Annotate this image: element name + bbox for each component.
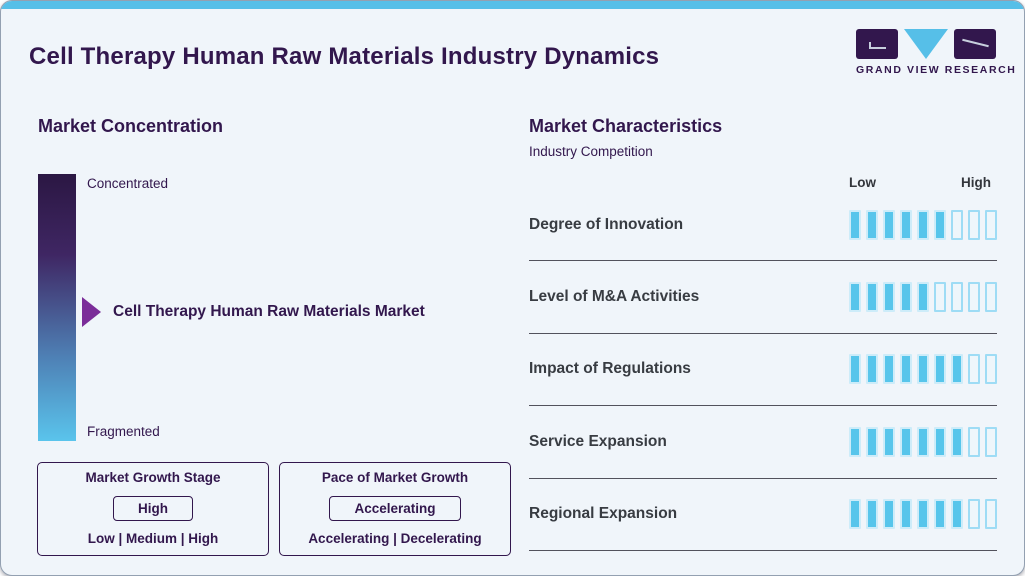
logo-wordmark: GRAND VIEW RESEARCH: [856, 64, 1017, 76]
concentration-marker-layer: Cell Therapy Human Raw Materials Market: [82, 174, 502, 441]
rating-segment-filled: [934, 499, 946, 530]
rating-segment-filled: [849, 209, 861, 240]
rating-segment-empty: [951, 209, 963, 240]
rating-segment-filled: [951, 354, 963, 385]
rating-segment-filled: [866, 354, 878, 385]
rating-segment-empty: [985, 499, 997, 530]
rating-segment-filled: [917, 209, 929, 240]
market-marker-label: Cell Therapy Human Raw Materials Market: [113, 302, 425, 320]
characteristic-row: Level of M&A Activities: [529, 261, 997, 334]
characteristic-label: Regional Expansion: [529, 505, 678, 523]
gvr-logo: GRAND VIEW RESEARCH: [856, 29, 1017, 76]
growth-stage-title: Market Growth Stage: [85, 470, 221, 485]
pace-options: Accelerating | Decelerating: [308, 531, 482, 546]
rating-segment-filled: [866, 209, 878, 240]
gvr-logo-mark: [856, 29, 998, 59]
characteristic-row: Degree of Innovation: [529, 189, 997, 262]
rating-segment-filled: [866, 499, 878, 530]
rating-segment-filled: [934, 426, 946, 457]
rating-segment-filled: [900, 426, 912, 457]
marker-arrow-icon: [82, 296, 101, 327]
top-accent-bar: [1, 1, 1024, 9]
rating-segment-filled: [849, 282, 861, 313]
rating-segment-filled: [900, 209, 912, 240]
rating-segment-filled: [917, 282, 929, 313]
rating-segment-filled: [934, 209, 946, 240]
characteristic-row: Impact of Regulations: [529, 334, 997, 407]
rating-segment-filled: [866, 282, 878, 313]
rating-segment-filled: [883, 354, 895, 385]
rating-segment-empty: [968, 209, 980, 240]
characteristic-label: Degree of Innovation: [529, 215, 684, 233]
rating-segment-empty: [985, 354, 997, 385]
rating-segment-filled: [934, 354, 946, 385]
rating-segment-filled: [849, 499, 861, 530]
fragmented-label: Fragmented: [87, 424, 160, 439]
market-concentration-heading: Market Concentration: [38, 116, 224, 136]
rating-segment-filled: [883, 426, 895, 457]
rating-segment-filled: [917, 426, 929, 457]
industry-competition-subheading: Industry Competition: [529, 144, 653, 159]
rating-segment-filled: [866, 426, 878, 457]
rating-segment-filled: [849, 426, 861, 457]
logo-g-block-icon: [856, 29, 898, 59]
rating-bar: [849, 209, 997, 240]
market-characteristics-heading: Market Characteristics: [529, 116, 723, 136]
rating-segment-empty: [968, 282, 980, 313]
characteristic-label: Service Expansion: [529, 432, 667, 450]
rating-segment-empty: [968, 426, 980, 457]
market-growth-stage-box: Market Growth Stage High Low | Medium | …: [37, 462, 269, 556]
characteristic-row: Regional Expansion: [529, 479, 997, 551]
rating-segment-filled: [849, 354, 861, 385]
rating-segment-filled: [900, 282, 912, 313]
scale-low-label: Low: [849, 175, 876, 190]
characteristic-label: Level of M&A Activities: [529, 288, 700, 306]
rating-segment-filled: [951, 499, 963, 530]
rating-bar: [849, 282, 997, 313]
rating-segment-empty: [968, 354, 980, 385]
rating-segment-empty: [985, 282, 997, 313]
rating-segment-empty: [934, 282, 946, 313]
rating-segment-filled: [900, 354, 912, 385]
pace-title: Pace of Market Growth: [321, 470, 469, 485]
rating-bar: [849, 354, 997, 385]
growth-stage-options: Low | Medium | High: [87, 531, 219, 546]
growth-stage-selected-value: High: [113, 495, 193, 521]
pace-selected-value: Accelerating: [329, 495, 461, 521]
market-marker: Cell Therapy Human Raw Materials Market: [82, 296, 425, 327]
rating-segment-empty: [985, 209, 997, 240]
rating-segment-filled: [900, 499, 912, 530]
characteristics-rows: Degree of Innovation Level of M&A Activit…: [529, 189, 997, 551]
rating-segment-empty: [951, 282, 963, 313]
logo-r-block-icon: [954, 29, 996, 59]
rating-segment-filled: [917, 499, 929, 530]
characteristic-row: Service Expansion: [529, 406, 997, 479]
rating-segment-filled: [917, 354, 929, 385]
rating-segment-filled: [951, 426, 963, 457]
logo-v-triangle-icon: [904, 29, 948, 59]
rating-segment-filled: [883, 282, 895, 313]
rating-segment-filled: [883, 209, 895, 240]
rating-segment-filled: [883, 499, 895, 530]
page-title: Cell Therapy Human Raw Materials Industr…: [29, 43, 660, 71]
characteristic-label: Impact of Regulations: [529, 360, 691, 378]
rating-bar: [849, 499, 997, 530]
concentration-gradient-bar: [38, 174, 76, 441]
concentrated-label: Concentrated: [87, 176, 169, 191]
rating-segment-empty: [985, 426, 997, 457]
scale-high-label: High: [961, 175, 991, 190]
rating-segment-empty: [968, 499, 980, 530]
rating-bar: [849, 426, 997, 457]
pace-of-growth-box: Pace of Market Growth Accelerating Accel…: [279, 462, 511, 556]
